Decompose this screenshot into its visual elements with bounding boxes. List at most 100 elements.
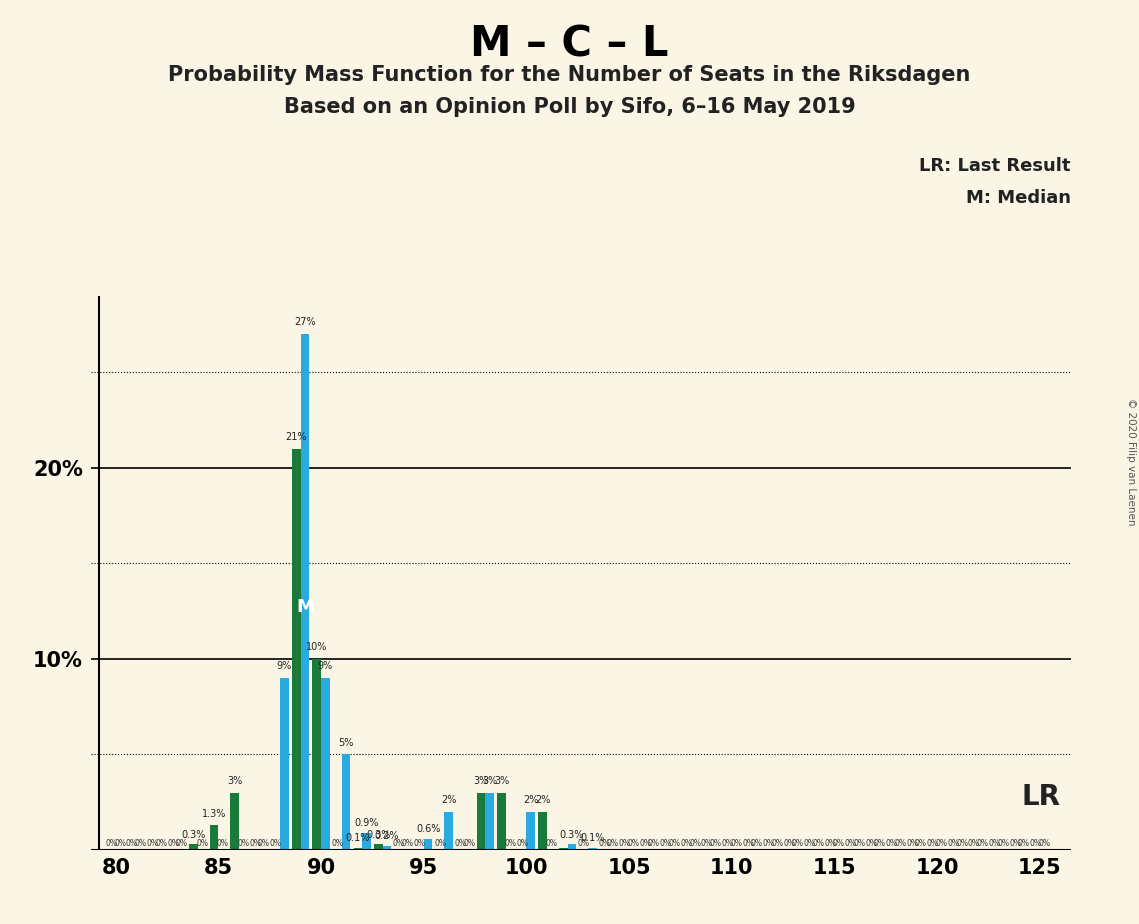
Text: 0%: 0% [134,839,147,848]
Text: 0%: 0% [804,839,816,848]
Bar [498,793,506,850]
Text: 0.6%: 0.6% [416,824,441,833]
Bar [353,848,362,850]
Text: 0%: 0% [659,839,672,848]
Text: 3%: 3% [227,776,243,786]
Text: 0%: 0% [413,839,426,848]
Text: 0%: 0% [607,839,618,848]
Bar [588,848,597,850]
Text: 0%: 0% [935,839,948,848]
Text: 0%: 0% [618,839,631,848]
Text: 0%: 0% [434,839,446,848]
Bar [210,825,219,850]
Text: 2%: 2% [535,796,550,805]
Text: 0.2%: 0.2% [375,832,400,842]
Text: 0%: 0% [1030,839,1041,848]
Text: 0.3%: 0.3% [559,830,584,840]
Text: 0%: 0% [249,839,261,848]
Text: 0.3%: 0.3% [367,830,391,840]
Text: 0%: 0% [639,839,652,848]
Text: 0%: 0% [257,839,270,848]
Text: 0%: 0% [196,839,208,848]
Bar [526,812,535,850]
Text: 0%: 0% [216,839,229,848]
Text: © 2020 Filip van Laenen: © 2020 Filip van Laenen [1126,398,1136,526]
Text: 0%: 0% [825,839,836,848]
Text: 0%: 0% [989,839,1000,848]
Bar [189,845,198,850]
Text: 1.3%: 1.3% [202,808,227,819]
Text: LR: LR [1022,783,1060,810]
Text: 0%: 0% [721,839,734,848]
Text: 3%: 3% [474,776,489,786]
Text: 0%: 0% [907,839,918,848]
Text: 0%: 0% [915,839,927,848]
Bar [230,793,239,850]
Text: 0%: 0% [126,839,138,848]
Bar [539,812,547,850]
Bar [280,678,288,850]
Text: 0%: 0% [866,839,877,848]
Text: 0%: 0% [845,839,857,848]
Bar [292,449,301,850]
Bar [383,846,392,850]
Text: 0%: 0% [505,839,516,848]
Text: Based on an Opinion Poll by Sifo, 6–16 May 2019: Based on an Opinion Poll by Sifo, 6–16 M… [284,97,855,117]
Text: 0%: 0% [730,839,743,848]
Text: 0%: 0% [331,839,343,848]
Text: 0%: 0% [948,839,959,848]
Text: 0%: 0% [454,839,467,848]
Bar [477,793,485,850]
Text: 0%: 0% [927,839,939,848]
Text: 0%: 0% [577,839,590,848]
Bar [559,848,567,850]
Text: 0.3%: 0.3% [181,830,206,840]
Text: 0%: 0% [114,839,126,848]
Text: 0%: 0% [1017,839,1030,848]
Text: 0%: 0% [976,839,989,848]
Text: 0%: 0% [147,839,158,848]
Text: 0%: 0% [751,839,763,848]
Text: 2%: 2% [523,796,539,805]
Text: 0%: 0% [270,839,281,848]
Text: 0%: 0% [175,839,188,848]
Text: 0%: 0% [956,839,968,848]
Text: 0%: 0% [886,839,898,848]
Text: 0%: 0% [680,839,693,848]
Text: 0%: 0% [598,839,611,848]
Text: 21%: 21% [286,432,308,442]
Text: 0%: 0% [464,839,475,848]
Text: 0%: 0% [894,839,907,848]
Bar [567,845,576,850]
Bar [342,755,351,850]
Text: 0%: 0% [1009,839,1021,848]
Text: 0%: 0% [763,839,775,848]
Text: 0%: 0% [853,839,866,848]
Text: LR: Last Result: LR: Last Result [919,157,1071,175]
Bar [485,793,494,850]
Text: 0%: 0% [689,839,702,848]
Text: 0%: 0% [516,839,528,848]
Text: 0%: 0% [106,839,117,848]
Bar [362,833,371,850]
Bar [301,334,309,850]
Text: 27%: 27% [294,317,316,327]
Text: 0%: 0% [741,839,754,848]
Text: 0.1%: 0.1% [346,833,370,844]
Bar [312,659,321,850]
Text: 0.9%: 0.9% [354,818,378,828]
Text: 0%: 0% [812,839,825,848]
Text: 0%: 0% [628,839,639,848]
Text: 0%: 0% [771,839,784,848]
Text: 10%: 10% [306,642,328,652]
Text: 3%: 3% [482,776,498,786]
Bar [321,678,330,850]
Text: 9%: 9% [277,662,292,672]
Text: 0%: 0% [874,839,886,848]
Text: 5%: 5% [338,737,353,748]
Bar [424,839,433,850]
Text: M: Median: M: Median [966,189,1071,207]
Text: 0%: 0% [833,839,845,848]
Text: 0%: 0% [402,839,413,848]
Text: 2%: 2% [441,796,457,805]
